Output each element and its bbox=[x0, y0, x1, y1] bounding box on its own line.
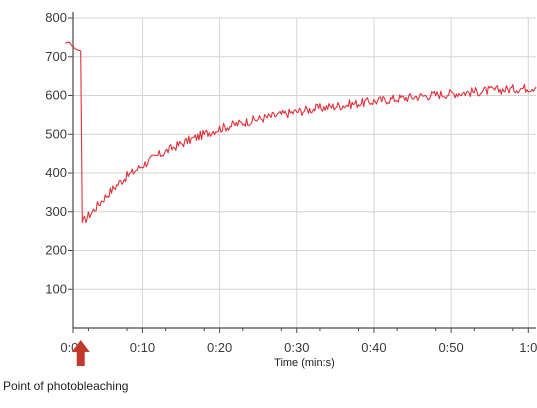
y-tick-label: 300 bbox=[45, 204, 67, 219]
y-tick-label: 700 bbox=[45, 49, 67, 64]
x-tick-label: 0:50 bbox=[438, 340, 463, 355]
y-tick-label: 600 bbox=[45, 88, 67, 103]
x-tick-label: 0:30 bbox=[284, 340, 309, 355]
y-tick-label: 100 bbox=[45, 281, 67, 296]
photobleaching-annotation: Point of photobleaching bbox=[3, 340, 128, 393]
annotation-label: Point of photobleaching bbox=[3, 379, 128, 393]
y-tick-label: 400 bbox=[45, 165, 67, 180]
arrow-up-icon bbox=[71, 340, 90, 366]
x-tick-label: 1:0 bbox=[519, 340, 537, 355]
series-layer bbox=[65, 41, 537, 224]
x-axis-title: Time (min:s) bbox=[274, 357, 335, 369]
y-axis-ticks: 100 200 300 400 500 600 700 800 bbox=[45, 10, 73, 296]
x-tick-label: 0:20 bbox=[207, 340, 232, 355]
y-tick-label: 800 bbox=[45, 10, 67, 25]
x-tick-label: 0:40 bbox=[361, 340, 386, 355]
x-axis-ticks: 0:01 0:10 0:20 0:30 0:40 0:50 1:0 bbox=[60, 328, 537, 355]
series-line bbox=[65, 41, 537, 224]
y-tick-label: 200 bbox=[45, 243, 67, 258]
y-tick-label: 500 bbox=[45, 126, 67, 141]
grid-lines bbox=[73, 17, 536, 328]
axes bbox=[72, 12, 536, 329]
x-tick-label: 0:10 bbox=[130, 340, 155, 355]
